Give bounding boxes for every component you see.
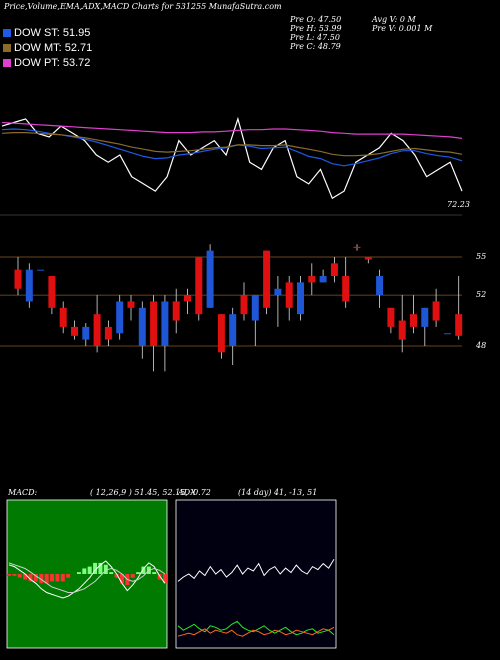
info-text: Pre C: 48.79 [289, 42, 341, 51]
candle-body [443, 333, 451, 335]
info-text: Pre V: 0.001 M [371, 24, 433, 33]
info-text: Pre O: 47.50 [289, 15, 341, 24]
candle-body [217, 314, 225, 353]
candle-body [364, 256, 372, 260]
candle-body [48, 276, 56, 308]
candle-body [285, 282, 293, 308]
candle-body [432, 301, 440, 321]
panel-title: ADX [177, 488, 196, 497]
candle-body [342, 276, 350, 302]
candle-body [353, 246, 361, 249]
series-line [1, 121, 463, 139]
y-tick-label: 48 [475, 341, 486, 350]
candle-body [25, 269, 33, 302]
series-line [177, 620, 335, 636]
candle-body [127, 301, 135, 308]
histogram-bar [93, 562, 98, 574]
candle-body [229, 314, 237, 346]
candle-body [387, 307, 395, 327]
legend-label: DOW ST: 51.95 [14, 27, 90, 39]
candle-body [410, 314, 417, 327]
histogram-bar [39, 574, 44, 584]
histogram-bar [136, 572, 141, 574]
series-line [1, 132, 463, 157]
candle-body [184, 295, 191, 302]
annotation: 72.23 [447, 200, 470, 209]
histogram-bar [23, 574, 28, 580]
histogram-bar [28, 574, 33, 582]
candle-body [195, 256, 203, 315]
y-tick-label: 52 [476, 290, 486, 299]
candle-body [455, 314, 463, 336]
histogram-bar [152, 572, 157, 574]
panel [175, 499, 337, 649]
panel-subtitle: ( 12,26,9 ) 51.45, 52.15, -0.72 [90, 488, 211, 497]
histogram-bar [103, 564, 108, 574]
histogram-bar [114, 574, 119, 578]
candle-body [14, 269, 22, 289]
legend-label: DOW PT: 53.72 [14, 57, 90, 69]
candle-body [59, 307, 67, 327]
histogram-bar [130, 574, 135, 578]
legend-swatch [3, 59, 11, 67]
candle-body [376, 276, 384, 296]
candle-body [398, 320, 406, 340]
candle-body [172, 301, 180, 321]
histogram-bar [12, 574, 17, 576]
candle-body [37, 269, 45, 271]
histogram-bar [50, 574, 55, 582]
candle-body [116, 301, 124, 334]
candle-body [206, 250, 214, 308]
info-text: Pre L: 47.50 [289, 33, 340, 42]
series-line [8, 562, 166, 593]
histogram-bar [119, 574, 124, 584]
panel-subtitle: (14 day) 41, -13, 51 [238, 488, 317, 497]
series-line [177, 558, 335, 582]
histogram-bar [87, 566, 92, 574]
candle-body [240, 295, 248, 315]
legend-swatch [3, 29, 11, 37]
legend-swatch [3, 44, 11, 52]
candle-body [251, 295, 259, 321]
candle-body [308, 276, 316, 283]
candle-body [93, 314, 101, 346]
info-text: Pre H: 53.99 [289, 24, 342, 33]
histogram-bar [66, 574, 71, 578]
series-line [177, 626, 335, 637]
histogram-bar [17, 574, 22, 578]
candle-body [82, 326, 90, 340]
histogram-bar [33, 574, 38, 582]
histogram-bar [76, 572, 81, 574]
candle-body [150, 301, 158, 346]
histogram-bar [82, 568, 87, 574]
chart-title: Price,Volume,EMA,ADX,MACD Charts for 531… [3, 2, 282, 11]
legend-label: DOW MT: 52.71 [14, 42, 92, 54]
histogram-bar [60, 574, 65, 582]
panel-title: MACD: [7, 488, 38, 497]
candle-body [161, 301, 169, 346]
y-tick-label: 55 [476, 252, 486, 261]
candle-body [421, 307, 429, 327]
candle-body [330, 263, 338, 277]
candle-body [71, 326, 78, 336]
candle-body [263, 250, 271, 308]
histogram-bar [55, 574, 60, 582]
histogram-bar [141, 566, 146, 574]
histogram-bar [163, 574, 167, 584]
candle-body [274, 288, 282, 296]
series-line [8, 560, 166, 599]
histogram-bar [44, 574, 49, 584]
candle-body [297, 282, 304, 315]
histogram-bar [98, 562, 103, 574]
histogram-bar [7, 574, 11, 576]
candle-body [104, 326, 112, 340]
candle-body [138, 307, 146, 346]
info-text: Avg V: 0 M [371, 15, 416, 24]
histogram-bar [109, 572, 114, 574]
candle-body [319, 276, 327, 283]
